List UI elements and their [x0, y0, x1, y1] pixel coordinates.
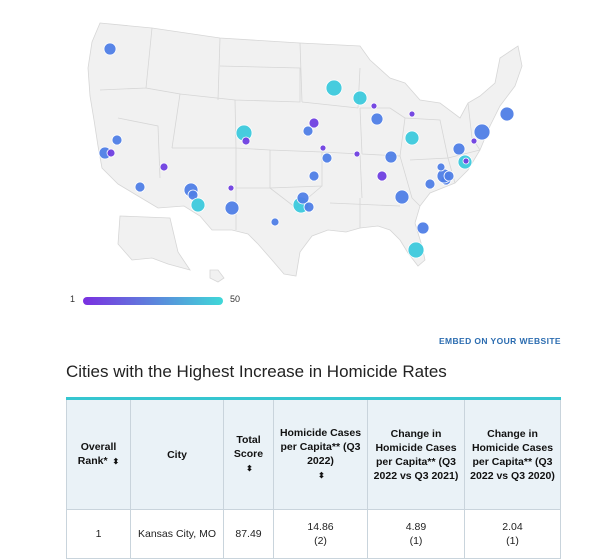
header-label: Overall Rank*	[77, 441, 117, 467]
city-marker[interactable]	[270, 217, 280, 227]
header-label: Change in Homicide Cases per Capita** (Q…	[470, 427, 555, 482]
city-marker[interactable]	[224, 200, 240, 216]
cell-rank: 1	[66, 509, 131, 559]
city-marker[interactable]	[319, 144, 327, 152]
us-map[interactable]	[60, 8, 560, 293]
city-marker[interactable]	[370, 112, 384, 126]
city-marker[interactable]	[134, 181, 146, 193]
city-marker[interactable]	[370, 102, 378, 110]
city-marker[interactable]	[190, 197, 206, 213]
city-marker[interactable]	[407, 241, 425, 259]
header-label: Total Score	[233, 434, 264, 460]
header-total-score[interactable]: Total Score ⬍	[223, 398, 274, 510]
city-marker[interactable]	[321, 152, 333, 164]
city-marker[interactable]	[241, 136, 251, 146]
city-marker[interactable]	[452, 142, 466, 156]
cell-total-score: 87.49	[223, 509, 274, 559]
city-marker[interactable]	[106, 148, 116, 158]
city-marker[interactable]	[227, 184, 235, 192]
city-marker[interactable]	[303, 201, 315, 213]
sort-icon: ⬍	[246, 464, 253, 473]
city-marker[interactable]	[499, 106, 515, 122]
city-marker[interactable]	[443, 170, 455, 182]
cell-rank-note: (1)	[409, 535, 423, 547]
header-change-2020[interactable]: Change in Homicide Cases per Capita** (Q…	[464, 398, 561, 510]
cell-value: 4.89	[405, 521, 427, 533]
city-marker[interactable]	[308, 170, 320, 182]
header-cases-per-capita[interactable]: Homicide Cases per Capita** (Q3 2022) ⬍	[273, 398, 368, 510]
city-marker[interactable]	[416, 221, 430, 235]
state-borders	[99, 27, 481, 230]
city-marker[interactable]	[103, 42, 117, 56]
header-label: Homicide Cases per Capita** (Q3 2022)	[279, 427, 362, 467]
us-outline	[87, 22, 523, 277]
header-overall-rank[interactable]: Overall Rank* ⬍	[66, 398, 131, 510]
city-marker[interactable]	[462, 157, 470, 165]
city-marker[interactable]	[384, 150, 398, 164]
cell-cases-per-capita: 14.86 (2)	[273, 509, 368, 559]
header-label: Change in Homicide Cases per Capita** (Q…	[373, 427, 459, 482]
legend-max-label: 50	[230, 294, 241, 304]
cell-city: Kansas City, MO	[130, 509, 224, 559]
sort-icon: ⬍	[112, 457, 120, 466]
city-marker[interactable]	[308, 117, 320, 129]
legend-min-label: 1	[70, 294, 76, 304]
city-marker[interactable]	[325, 79, 343, 97]
city-marker[interactable]	[111, 134, 123, 146]
city-marker[interactable]	[296, 191, 310, 205]
city-marker[interactable]	[473, 123, 491, 141]
city-marker[interactable]	[376, 170, 388, 182]
table-row: 1 Kansas City, MO 87.49 14.86 (2) 4.89 (…	[66, 509, 561, 559]
city-marker[interactable]	[436, 162, 446, 172]
cell-value: 14.86	[307, 521, 334, 533]
alaska-shape	[117, 215, 191, 271]
city-marker[interactable]	[394, 189, 410, 205]
color-legend: 1 50	[70, 294, 270, 308]
cell-change-2021: 4.89 (1)	[367, 509, 465, 559]
city-marker[interactable]	[352, 90, 368, 106]
rankings-table: Overall Rank* ⬍ City Total Score ⬍ Homic…	[66, 397, 561, 559]
markers-layer	[98, 42, 515, 259]
cell-rank-note: (2)	[314, 535, 327, 547]
city-marker[interactable]	[159, 162, 169, 172]
cell-value: 2.04	[502, 521, 523, 533]
states-layer	[87, 22, 523, 283]
city-marker[interactable]	[404, 130, 420, 146]
header-change-2021[interactable]: Change in Homicide Cases per Capita** (Q…	[367, 398, 465, 510]
city-marker[interactable]	[353, 150, 361, 158]
legend-gradient-bar	[83, 297, 223, 305]
cell-rank-note: (1)	[506, 535, 519, 547]
embed-link[interactable]: EMBED ON YOUR WEBSITE	[438, 336, 561, 346]
header-label: City	[167, 448, 187, 461]
hawaii-shape	[209, 269, 225, 283]
city-marker[interactable]	[424, 178, 436, 190]
city-marker[interactable]	[470, 137, 478, 145]
cell-change-2020: 2.04 (1)	[464, 509, 561, 559]
city-marker[interactable]	[408, 110, 416, 118]
city-marker[interactable]	[302, 125, 314, 137]
map-svg	[87, 22, 523, 283]
sort-icon: ⬍	[318, 471, 325, 480]
table-title: Cities with the Highest Increase in Homi…	[66, 362, 447, 381]
header-city: City	[130, 398, 224, 510]
